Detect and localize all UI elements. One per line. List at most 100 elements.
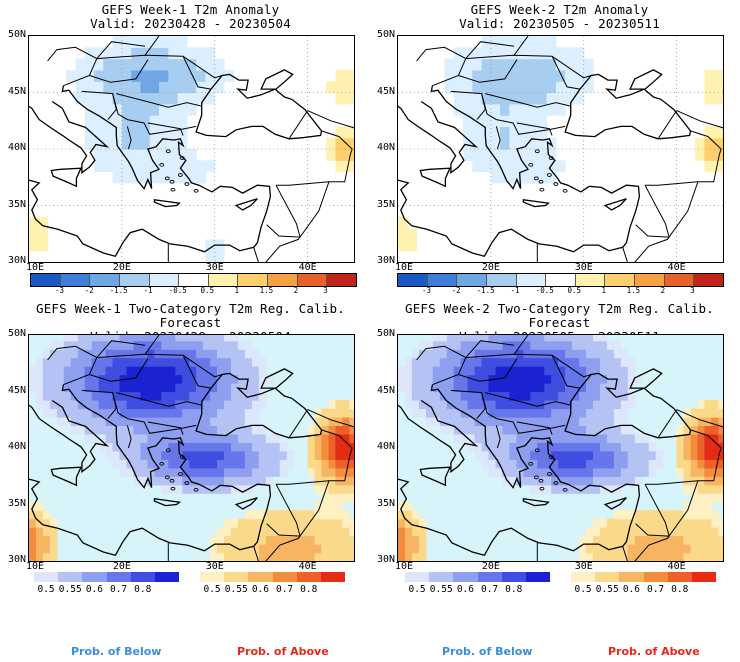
colorbar-swatch <box>516 274 547 286</box>
colorbar-tick-label: 0.5 <box>37 584 55 595</box>
prob-above-title-week2: Prob. of Above <box>608 645 700 658</box>
colorbar-swatch <box>179 274 209 286</box>
colorbar-tick-label: 0.7 <box>275 584 294 595</box>
colorbar-tick-label: 0.55 <box>429 584 453 595</box>
colorbar-swatch <box>429 572 454 582</box>
longitude-label: 40E <box>298 561 317 572</box>
colorbar-tick-label: 2 <box>293 286 299 295</box>
colorbar-swatch <box>90 274 120 286</box>
longitude-label: 10E <box>395 561 414 572</box>
colorbar-swatch <box>268 274 298 286</box>
prob-above-title-week1: Prob. of Above <box>237 645 329 658</box>
latitude-label: 45N <box>7 384 26 396</box>
colorbar-tick-label: 0.5 <box>574 584 592 595</box>
colorbar-tick-label: 2 <box>660 286 666 295</box>
colorbar-tick-label: 0.6 <box>622 584 640 595</box>
panel-title-line1: GEFS Week-1 T2m Anomaly <box>101 2 280 17</box>
colorbar-tick-label: -0.5 <box>535 286 554 295</box>
colorbar-tick-label: 0.6 <box>85 584 103 595</box>
colorbar-swatch <box>546 274 576 286</box>
colorbar-swatch <box>130 572 155 582</box>
panel-title-2: GEFS Week-2 T2m Anomaly Valid: 20230505 -… <box>377 3 740 31</box>
colorbar-swatch <box>486 274 517 286</box>
colorbar-tick-label: 0.8 <box>300 584 318 595</box>
colorbar-tick-label: -0.5 <box>168 286 187 295</box>
colorbar-swatch <box>405 572 430 582</box>
colorbar-tick-label: 0.5 <box>200 286 215 295</box>
colorbar-swatch <box>320 572 346 582</box>
prob-below-title-week1: Prob. of Below <box>71 645 162 658</box>
latitude-label: 30N <box>376 554 395 565</box>
colorbar-swatch <box>60 274 91 286</box>
latitude-label: 30N <box>376 255 395 266</box>
longitude-label: 20E <box>481 262 500 273</box>
colorbar-tick-label: 0.55 <box>595 584 619 595</box>
colorbar-swatch <box>224 572 249 582</box>
colorbar-swatch <box>149 274 180 286</box>
colorbar-swatch <box>575 274 606 286</box>
longitude-label: 10E <box>26 262 45 273</box>
panel-valid-dates: Valid: 20230505 - 20230511 <box>459 16 660 31</box>
colorbar-swatch <box>31 274 61 286</box>
panel-valid-dates: Valid: 20230428 - 20230504 <box>90 16 291 31</box>
anomaly-colorbar-week2 <box>397 273 724 287</box>
longitude-label: 10E <box>26 561 45 572</box>
colorbar-swatch <box>691 572 717 582</box>
colorbar-swatch <box>200 572 225 582</box>
colorbar-tick-label: -2 <box>451 286 461 295</box>
colorbar-tick-label: 0.7 <box>109 584 128 595</box>
latitude-label: 35N <box>7 497 26 509</box>
colorbar-swatch <box>427 274 458 286</box>
colorbar-swatch <box>296 572 321 582</box>
colorbar-tick-label: 0.55 <box>58 584 82 595</box>
latitude-label: 45N <box>376 384 395 396</box>
panel-title-line1: GEFS Week-2 T2m Anomaly <box>470 2 649 17</box>
colorbar-tick-label: -2 <box>84 286 94 295</box>
colorbar-swatch <box>238 274 269 286</box>
latitude-label: 35N <box>7 198 26 210</box>
longitude-label: 20E <box>112 561 131 572</box>
latitude-label: 30N <box>7 554 26 565</box>
colorbar-tick-label: 0.55 <box>224 584 248 595</box>
colorbar-swatch <box>106 572 131 582</box>
longitude-label: 30E <box>205 262 224 273</box>
colorbar-swatch <box>34 572 59 582</box>
colorbar-swatch <box>453 572 478 582</box>
colorbar-tick-label: -1 <box>143 286 153 295</box>
below-prob-colorbar-week2 <box>405 572 551 582</box>
colorbar-swatch <box>635 274 665 286</box>
colorbar-tick-label: 0.8 <box>134 584 152 595</box>
colorbar-tick-label: 0.8 <box>671 584 689 595</box>
colorbar-swatch <box>643 572 668 582</box>
colorbar-tick-label: 0.6 <box>456 584 474 595</box>
colorbar-tick-label: 0.7 <box>480 584 499 595</box>
latitude-label: 40N <box>7 441 26 452</box>
anomaly-colorbar-week1 <box>30 273 357 287</box>
colorbar-tick-label: 0.8 <box>505 584 523 595</box>
latitude-label: 50N <box>376 328 395 339</box>
latitude-label: 45N <box>7 85 26 97</box>
colorbar-tick-label: 0.5 <box>567 286 582 295</box>
colorbar-swatch <box>525 572 551 582</box>
colorbar-swatch <box>595 572 620 582</box>
colorbar-tick-label: 0.5 <box>203 584 221 595</box>
colorbar-swatch <box>571 572 596 582</box>
longitude-label: 10E <box>395 262 414 273</box>
colorbar-swatch <box>58 572 83 582</box>
colorbar-swatch <box>619 572 644 582</box>
colorbar-tick-label: -1 <box>510 286 520 295</box>
colorbar-swatch <box>605 274 636 286</box>
colorbar-tick-label: 1 <box>234 286 240 295</box>
colorbar-swatch <box>457 274 487 286</box>
colorbar-swatch <box>208 274 239 286</box>
colorbar-swatch <box>327 274 357 286</box>
colorbar-swatch <box>82 572 107 582</box>
colorbar-tick-label: 1 <box>601 286 607 295</box>
latitude-label: 50N <box>376 29 395 40</box>
colorbar-tick-label: 3 <box>323 286 328 295</box>
longitude-label: 30E <box>574 561 593 572</box>
probability-map <box>28 334 355 562</box>
colorbar-tick-label: 1.5 <box>626 286 641 295</box>
longitude-label: 40E <box>667 561 686 572</box>
latitude-label: 40N <box>376 142 395 153</box>
